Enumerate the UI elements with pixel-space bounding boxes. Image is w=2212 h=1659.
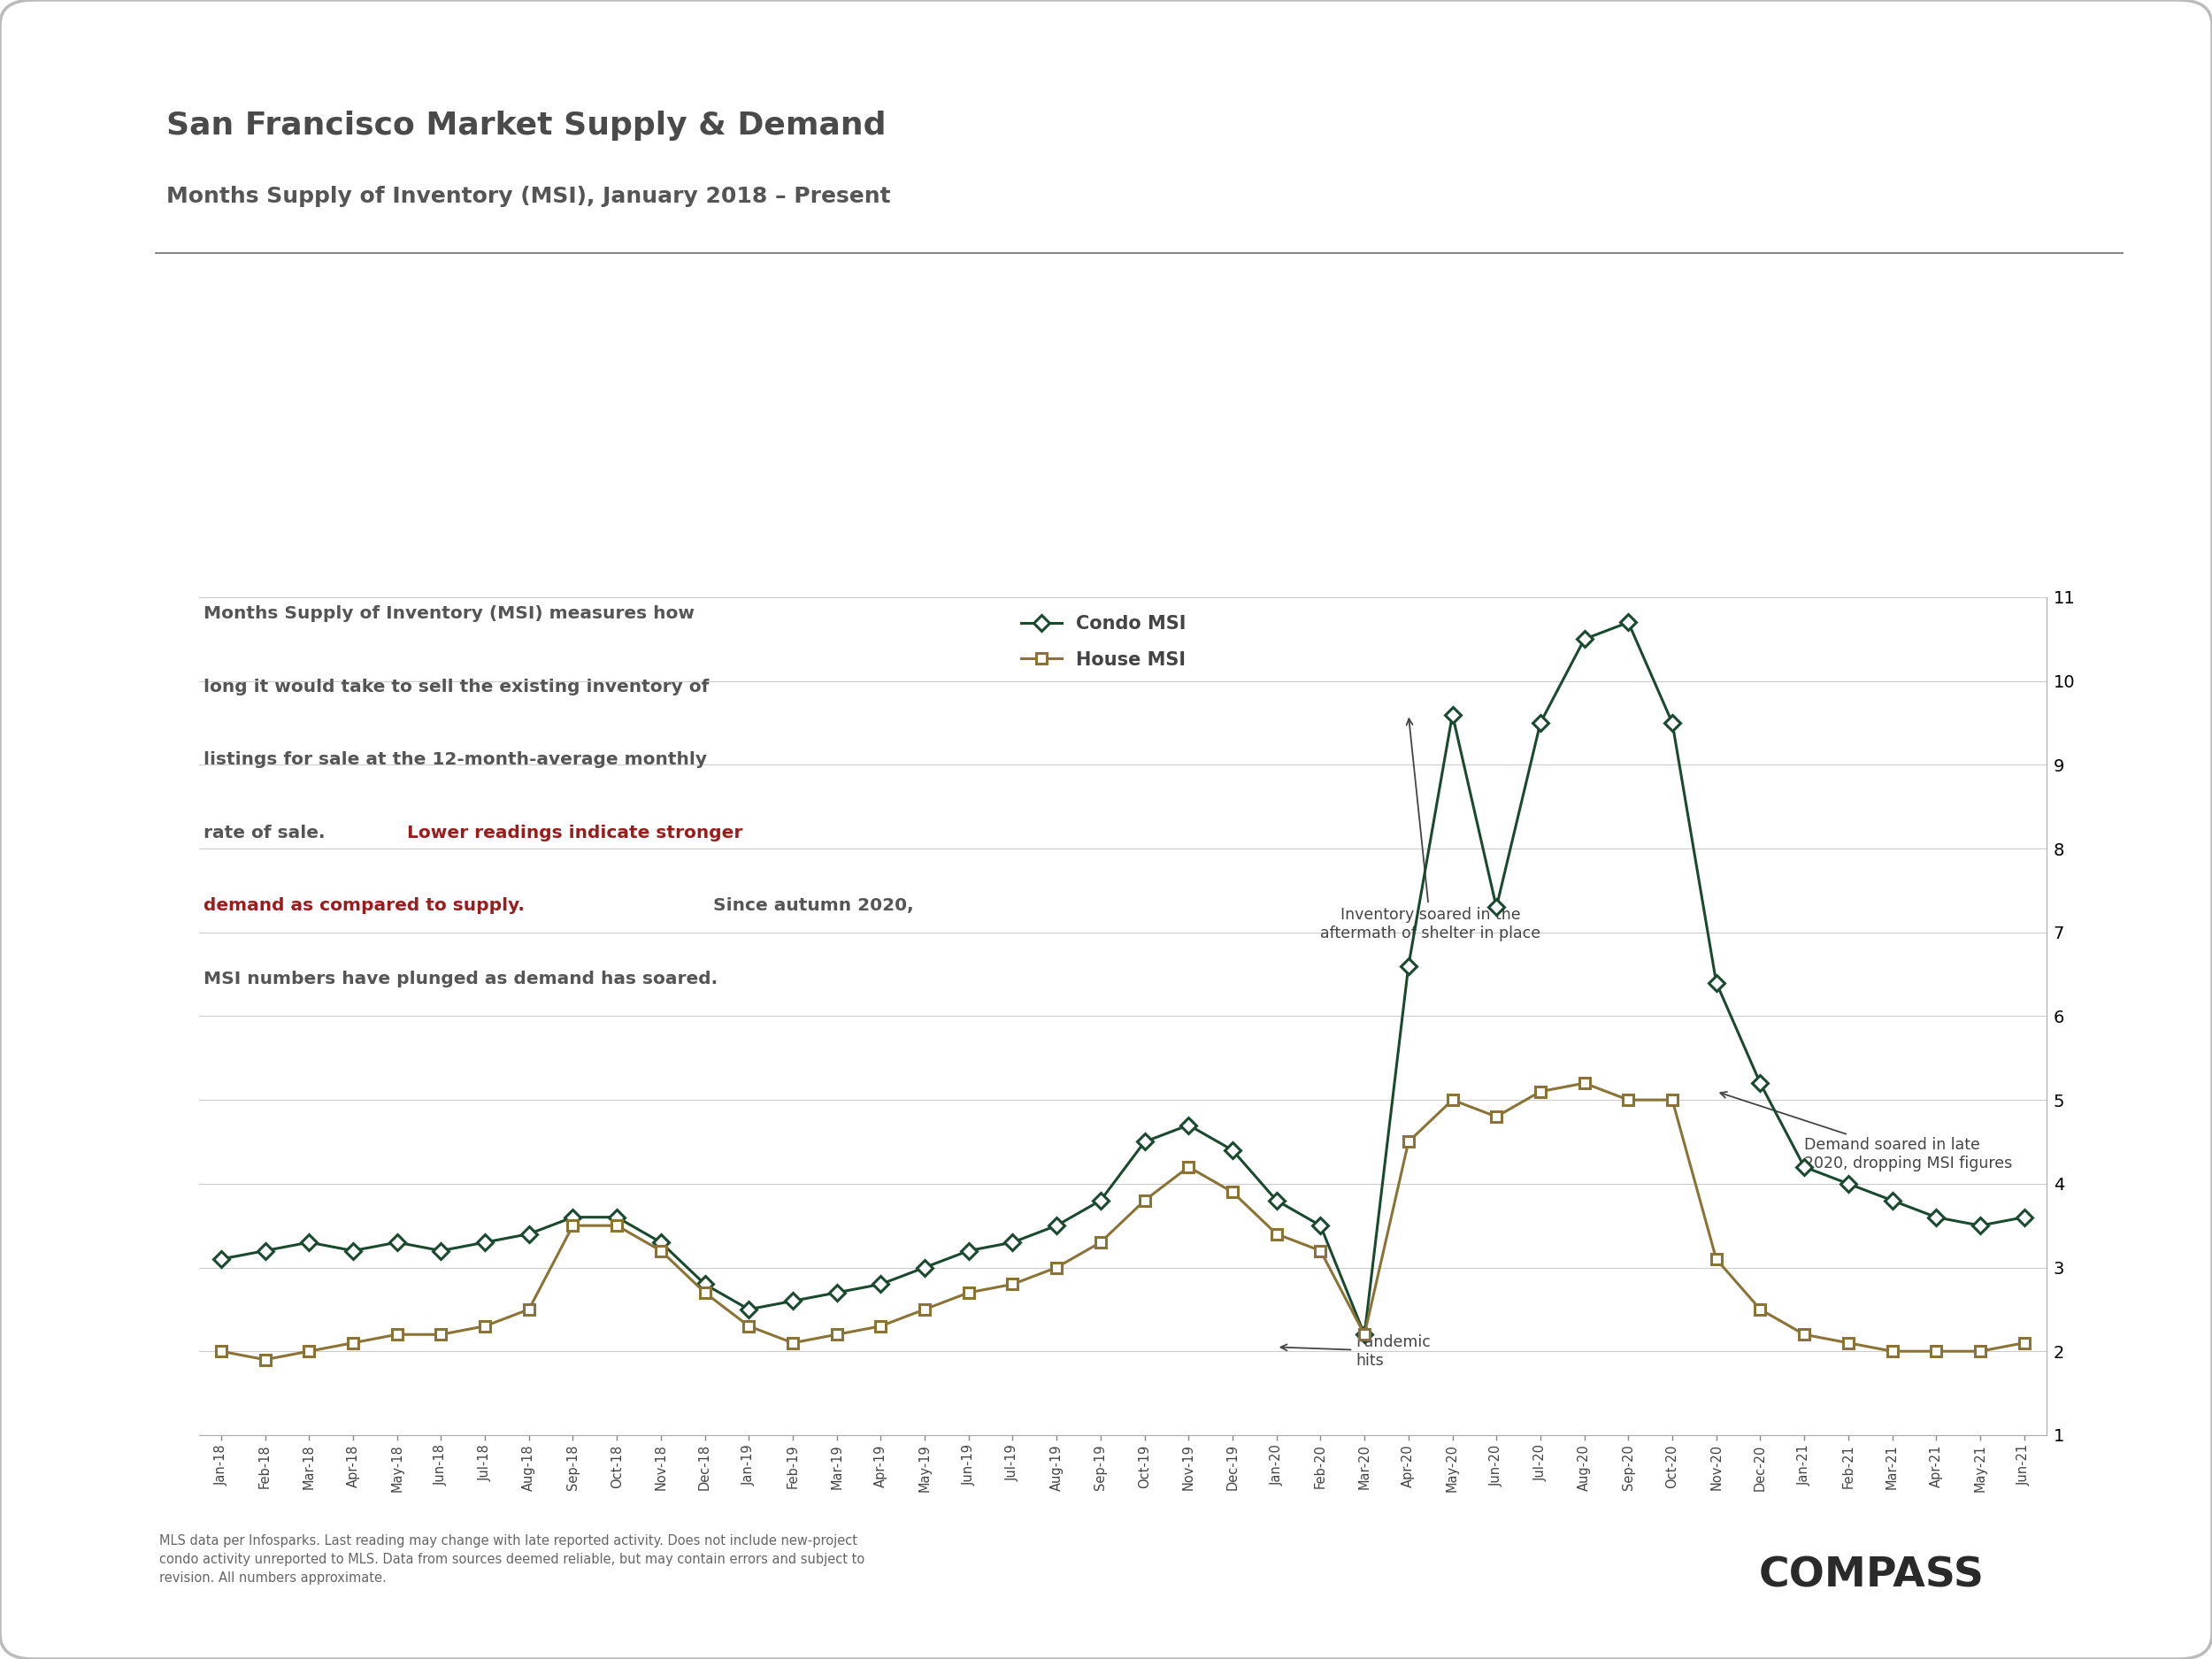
- Text: Lower readings indicate stronger: Lower readings indicate stronger: [407, 825, 743, 841]
- Text: Inventory soared in the
aftermath of shelter in place: Inventory soared in the aftermath of she…: [1321, 718, 1540, 941]
- Text: long it would take to sell the existing inventory of: long it would take to sell the existing …: [204, 679, 710, 695]
- Text: listings for sale at the 12-month-average monthly: listings for sale at the 12-month-averag…: [204, 752, 708, 768]
- Text: rate of sale.: rate of sale.: [204, 825, 332, 841]
- Text: COMPASS: COMPASS: [1759, 1556, 1984, 1596]
- Text: San Francisco Market Supply & Demand: San Francisco Market Supply & Demand: [166, 111, 885, 141]
- Text: demand as compared to supply.: demand as compared to supply.: [204, 898, 524, 914]
- Text: Since autumn 2020,: Since autumn 2020,: [701, 898, 914, 914]
- Text: Demand soared in late
2020, dropping MSI figures: Demand soared in late 2020, dropping MSI…: [1721, 1092, 2013, 1171]
- Legend: Condo MSI, House MSI: Condo MSI, House MSI: [1022, 615, 1186, 669]
- Text: Months Supply of Inventory (MSI), January 2018 – Present: Months Supply of Inventory (MSI), Januar…: [166, 186, 889, 207]
- Text: Months Supply of Inventory (MSI) measures how: Months Supply of Inventory (MSI) measure…: [204, 606, 695, 622]
- Text: Pandemic
hits: Pandemic hits: [1281, 1334, 1431, 1369]
- Text: MSI numbers have plunged as demand has soared.: MSI numbers have plunged as demand has s…: [204, 971, 717, 987]
- Text: MLS data per Infosparks. Last reading may change with late reported activity. Do: MLS data per Infosparks. Last reading ma…: [159, 1535, 865, 1584]
